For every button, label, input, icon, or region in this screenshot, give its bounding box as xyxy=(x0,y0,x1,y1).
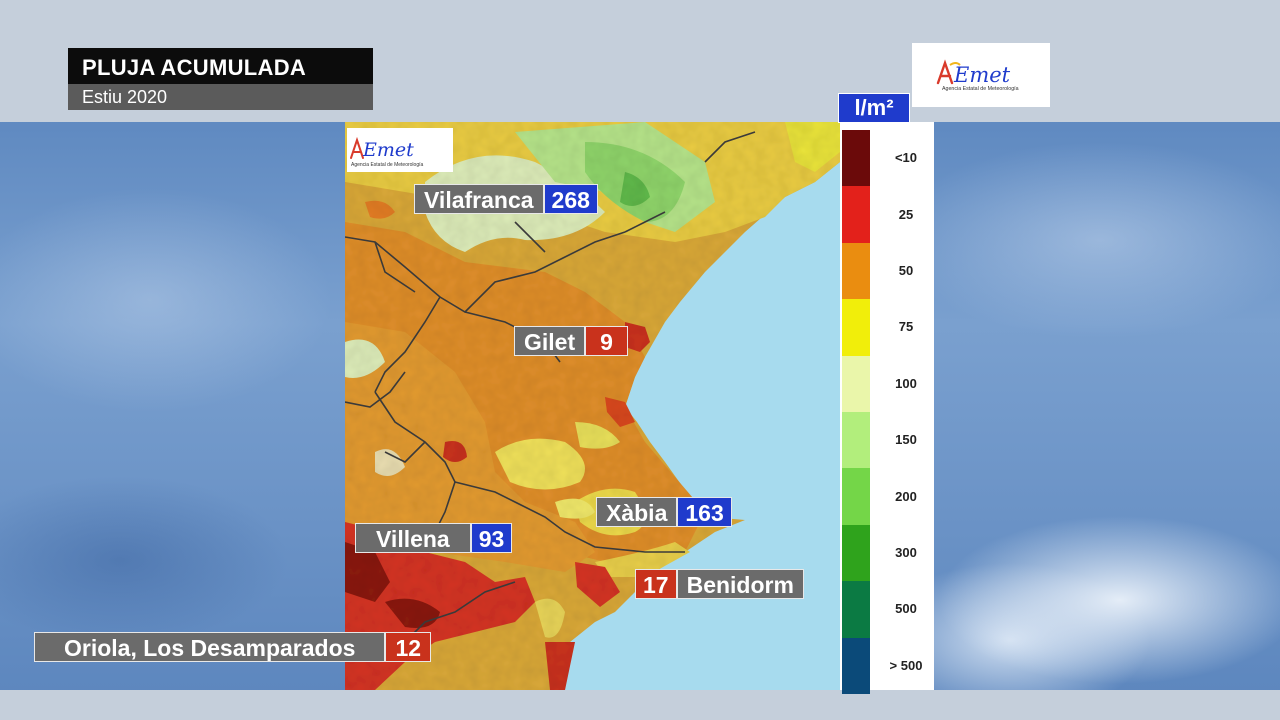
station-name: Oriola, Los Desamparados xyxy=(34,632,386,662)
aemet-logo-graphic: Emet Agencia Estatal de Meteorología xyxy=(936,59,1019,92)
station-value: 12 xyxy=(385,632,432,662)
legend-label: 25 xyxy=(898,206,914,222)
legend-swatch xyxy=(842,412,870,469)
station-label-villena: Villena 93 xyxy=(355,523,513,553)
legend-label: 500 xyxy=(895,601,917,617)
aemet-logo-tagline: Agencia Estatal de Meteorología xyxy=(942,86,1019,92)
station-label-xabia: Xàbia 163 xyxy=(596,497,732,527)
station-name: Villena xyxy=(355,523,471,553)
legend-label: 150 xyxy=(895,432,917,448)
legend-label: 75 xyxy=(898,319,914,335)
legend-swatch xyxy=(842,242,870,300)
station-label-gilet: Gilet 9 xyxy=(514,326,628,356)
legend-label: > 500 xyxy=(889,657,923,673)
legend-unit-box: l/m² xyxy=(838,93,910,123)
station-value: 93 xyxy=(470,523,513,553)
station-value: 17 xyxy=(635,569,677,599)
subtitle-box: Estiu 2020 xyxy=(68,84,373,110)
legend-swatch xyxy=(842,468,870,525)
legend-swatch xyxy=(842,299,870,356)
legend-unit: l/m² xyxy=(854,95,894,120)
station-name: Benidorm xyxy=(676,569,804,599)
legend-label: 50 xyxy=(898,263,914,278)
map-aemet-logo-tagline: Agencia Estatal de Meteorología xyxy=(351,162,423,168)
page-title: PLUJA ACUMULADA xyxy=(82,55,307,80)
station-value: 9 xyxy=(585,326,628,356)
legend-swatch xyxy=(842,186,870,243)
station-name: Xàbia xyxy=(596,497,678,527)
legend-label: <10 xyxy=(894,150,918,166)
station-label-oriola: Oriola, Los Desamparados 12 xyxy=(34,632,432,662)
legend-swatch xyxy=(842,355,870,412)
station-name: Gilet xyxy=(514,326,586,356)
map-aemet-logo-text: Emet xyxy=(362,139,414,161)
station-label-vilafranca: Vilafranca 268 xyxy=(414,184,598,214)
page-subtitle: Estiu 2020 xyxy=(82,87,168,107)
station-value: 268 xyxy=(543,184,598,214)
map-aemet-logo: Emet Agencia Estatal de Meteorología xyxy=(347,128,453,172)
station-name: Vilafranca xyxy=(414,184,544,214)
legend-label: 100 xyxy=(895,375,917,391)
station-label-benidorm: 17 Benidorm xyxy=(635,569,804,599)
legend-label: 300 xyxy=(895,545,917,560)
map-aemet-logo-graphic: Emet Agencia Estatal de Meteorología xyxy=(350,136,423,168)
aemet-logo-text: Emet xyxy=(953,63,1011,87)
title-box: PLUJA ACUMULADA xyxy=(68,48,373,84)
legend-swatch xyxy=(842,637,870,694)
legend-panel: <10 25 50 75 100 150 200 300 500 > 500 xyxy=(840,122,934,694)
station-value: 163 xyxy=(677,497,732,527)
legend-swatch xyxy=(842,581,870,638)
bottom-band xyxy=(0,690,1280,720)
legend-label: 200 xyxy=(895,488,917,504)
aemet-logo: Emet Agencia Estatal de Meteorología xyxy=(912,43,1050,107)
legend-swatch xyxy=(842,130,870,187)
legend-swatch xyxy=(842,524,870,582)
